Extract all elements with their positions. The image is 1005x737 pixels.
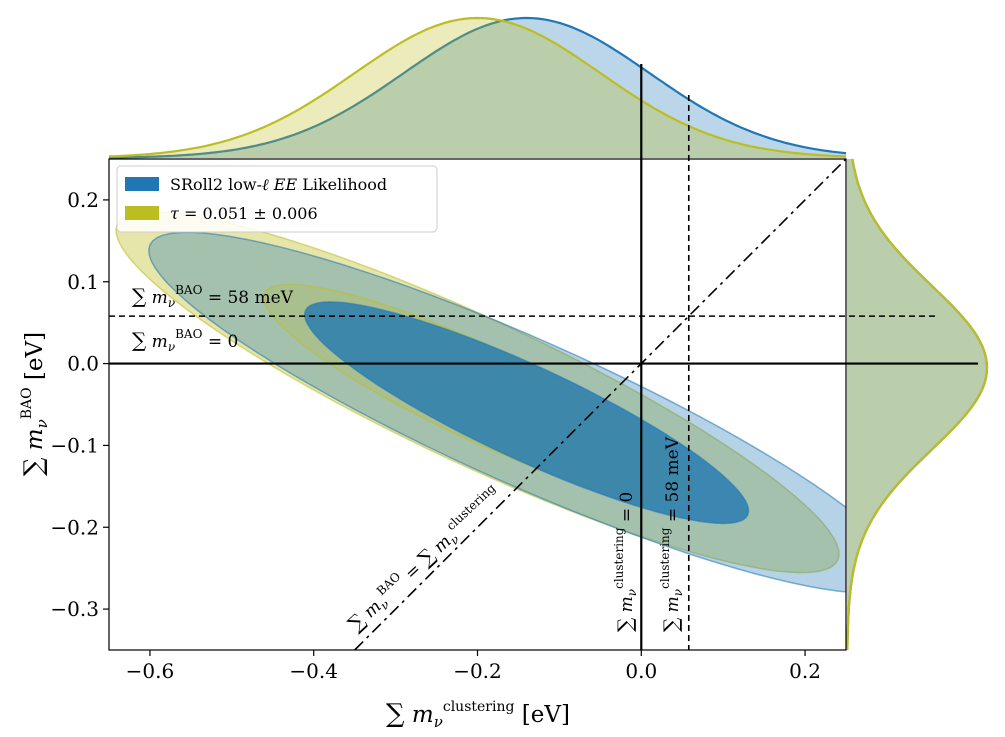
marginal-y-line-0-051-0-006 [846,158,989,650]
annot-diagonal: ∑ mνBAO = ∑ mνclustering [342,481,507,637]
x-tick-label: −0.4 [289,659,338,683]
y-tick-label: 0.0 [67,352,99,376]
marginal-x-fill-sroll2-low-ee-likelihood [109,18,846,158]
right-marginal-panel [846,158,989,650]
legend-label-tau: τ = 0.051 ± 0.006 [170,204,318,223]
y-axis-label: ∑ mνBAO [eV] [19,332,51,476]
ref-line-m-bao-m-clustering [354,158,847,651]
annot-bao-0: ∑ mνBAO = 0 [132,327,238,354]
axis-ticks: −0.6 −0.4 −0.2 0.0 0.2 −0.3 −0.2 −0.1 0.0 0.1 0.2 [50,188,821,683]
x-tick-label: 0.2 [789,659,821,683]
legend: SRoll2 low-ℓ EE Likelihood τ = 0.051 ± 0… [116,165,438,233]
annot-bao-58: ∑ mνBAO = 58 meV [132,283,294,310]
main-panel [115,211,846,593]
y-tick-label: −0.1 [50,433,99,457]
legend-box [116,165,438,233]
x-tick-label: −0.2 [453,659,502,683]
x-tick-label: 0.0 [625,659,657,683]
top-marginal-panel [108,16,847,159]
legend-swatch-sroll2 [125,177,159,191]
marginal-y-fill-sroll2-low-ee-likelihood [847,159,987,650]
annot-clustering-58: ∑ mνclustering = 58 meV [658,436,685,632]
marginal-x-line-sroll2-low-ee-likelihood [108,16,847,159]
reference-lines [109,64,978,651]
marginal-x-line-0-051-0-006 [108,16,847,158]
legend-swatch-tau [125,206,159,220]
x-tick-label: −0.6 [126,659,175,683]
marginal-x-fill-0-051-0-006 [109,18,846,158]
y-tick-label: 0.1 [67,270,99,294]
marginal-y-fill-0-051-0-006 [847,159,987,650]
y-tick-label: 0.2 [67,188,99,212]
y-tick-label: −0.2 [50,515,99,539]
x-axis-label: ∑ mνclustering [eV] [386,699,570,731]
contour-sroll2-low-ee-likelihood-68pct [303,301,750,525]
annot-clustering-0: ∑ mνclustering = 0 [612,492,639,632]
y-tick-label: −0.3 [50,597,99,621]
legend-label-sroll2: SRoll2 low-ℓ EE Likelihood [170,175,387,194]
